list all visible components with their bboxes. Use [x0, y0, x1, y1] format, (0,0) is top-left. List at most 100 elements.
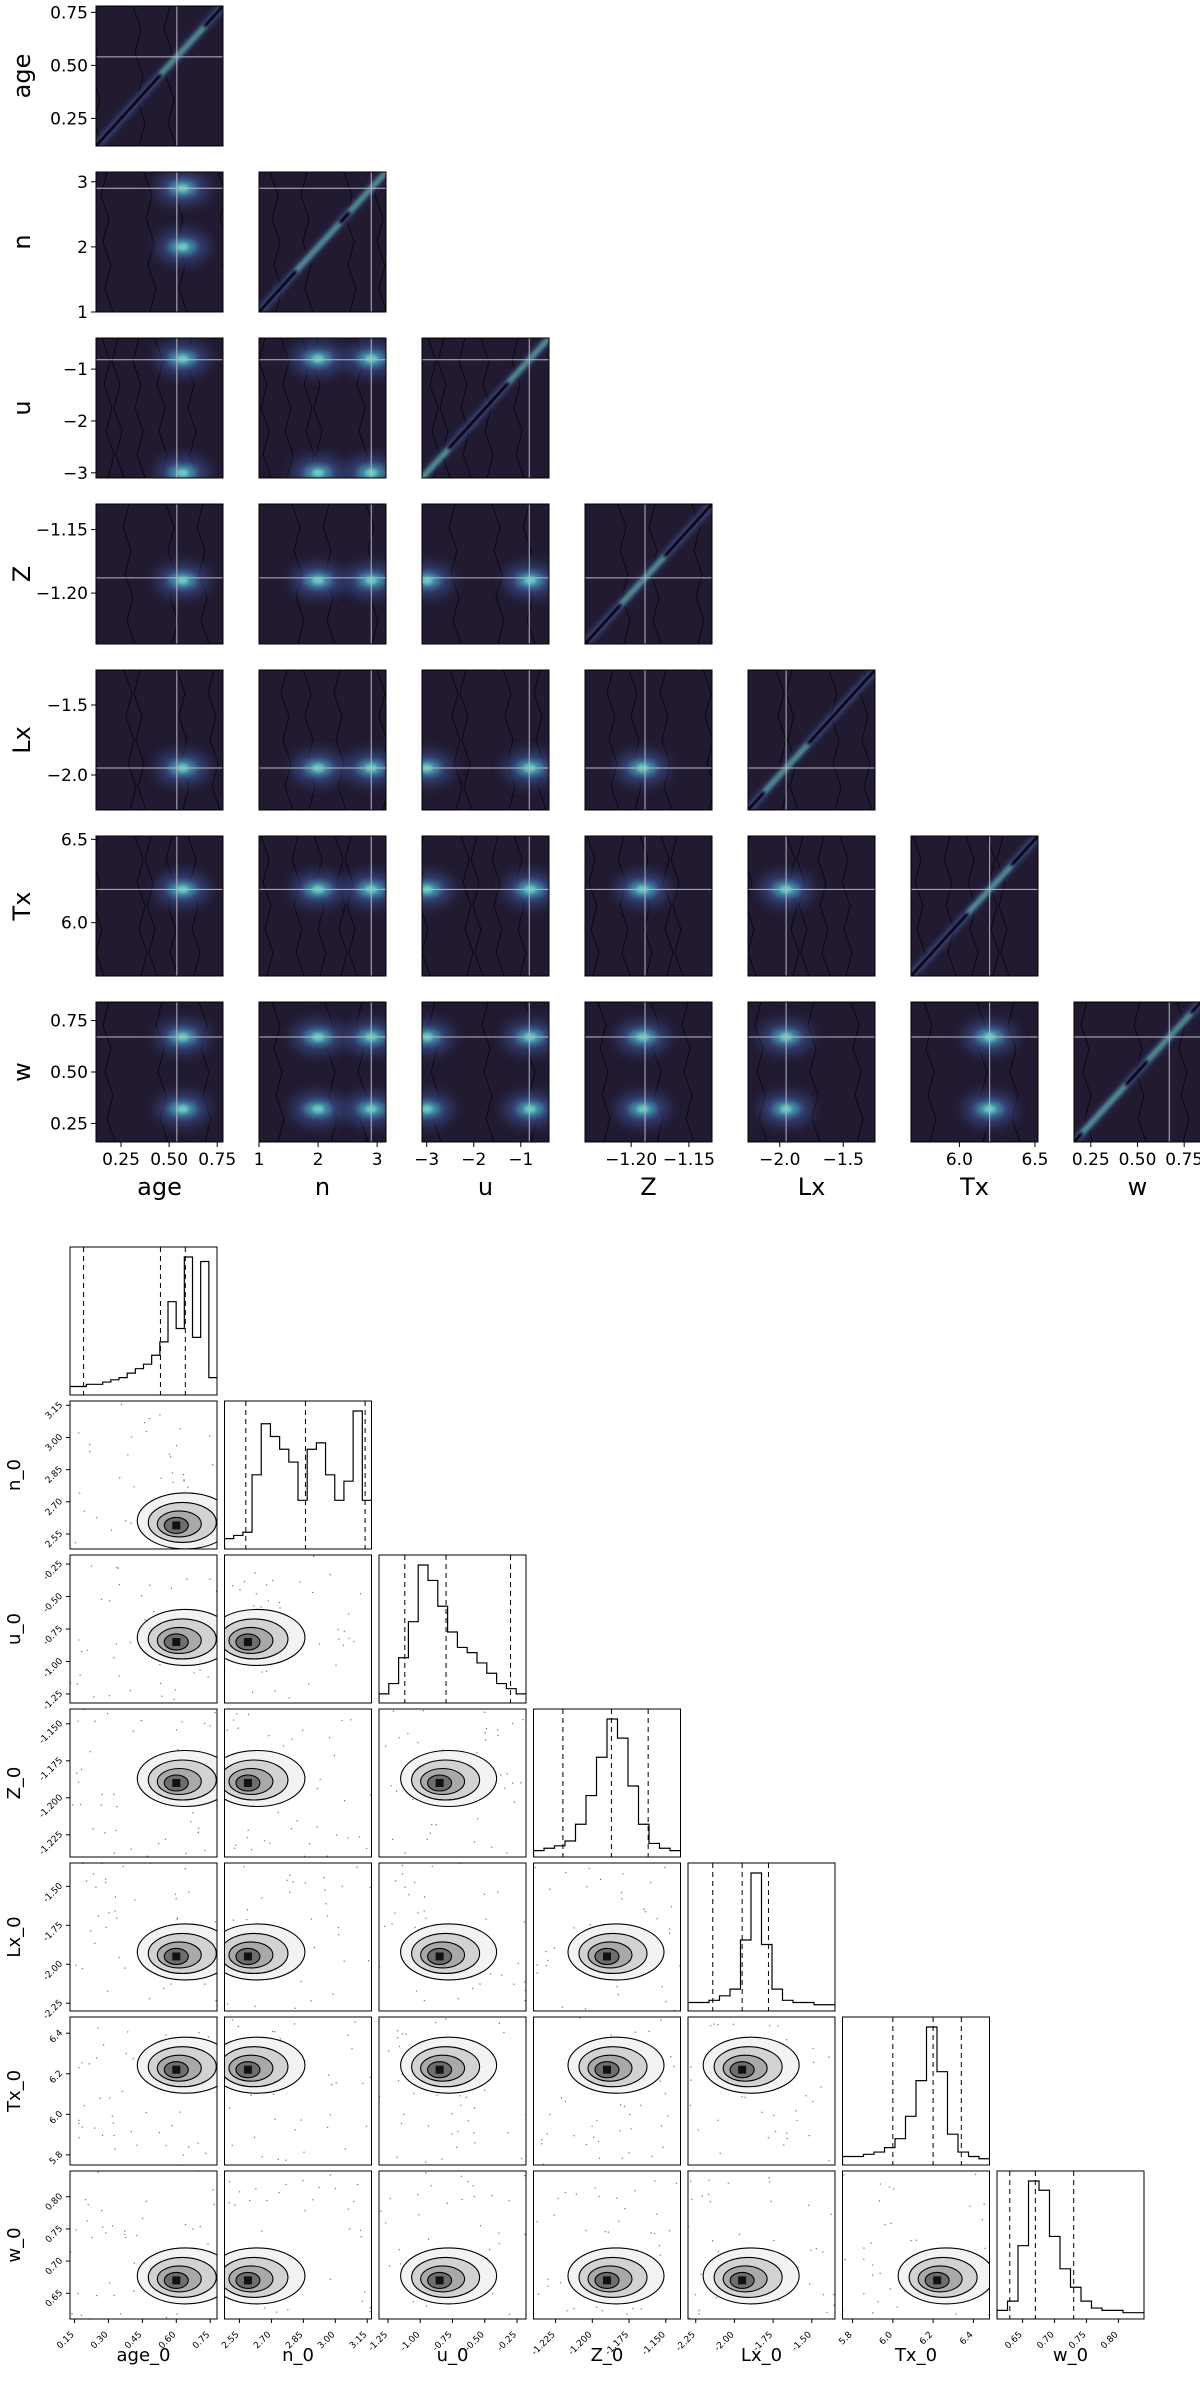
sample-point	[100, 1804, 103, 1806]
x-tick-label: 0.65	[1003, 2330, 1024, 2351]
density-peak	[243, 2276, 252, 2285]
sample-point	[266, 2199, 268, 2202]
sample-point	[659, 2080, 661, 2082]
x-axis-label: Lx	[798, 1173, 826, 1201]
sample-point	[183, 1480, 185, 1482]
sample-point	[75, 2229, 77, 2231]
contour-line	[448, 504, 462, 644]
sample-point	[203, 1983, 206, 1985]
x-tick-label: 0.50	[150, 1150, 188, 1170]
sample-point	[101, 2226, 104, 2228]
density-panel-w-Lx: −2.0 −1.5 Lx	[747, 1001, 876, 1201]
sample-point	[559, 2281, 562, 2284]
sample-point	[427, 2238, 430, 2241]
sample-point	[369, 1886, 371, 1889]
sample-point	[560, 2097, 563, 2099]
y-tick-label: -2.25	[42, 1998, 66, 2022]
sample-point	[768, 2176, 770, 2179]
diagonal-peak	[619, 555, 666, 606]
sample-point	[323, 1877, 325, 1879]
sample-point	[879, 2183, 881, 2185]
sample-point	[546, 2133, 548, 2135]
sample-point	[111, 2115, 114, 2118]
sample-point	[492, 2292, 494, 2295]
panel-background	[422, 836, 549, 976]
sample-point	[277, 1811, 279, 1814]
sample-point	[80, 1768, 83, 1770]
sample-point	[350, 1719, 352, 1721]
sample-point	[104, 1878, 107, 1880]
corner-panel-Z_0-age_0: -1.225 -1.200 -1.175 -1.150 Z_0	[4, 1708, 218, 1858]
sample-point	[199, 1669, 201, 1671]
sample-point	[144, 1619, 146, 1621]
sample-point	[161, 1695, 163, 1697]
sample-point	[214, 1921, 217, 1923]
corner-panel-Lx_0-n_0	[224, 1862, 372, 2012]
y-tick-label: 0.70	[44, 2256, 65, 2277]
x-tick-label: 6.0	[946, 1150, 973, 1170]
sample-point	[549, 2113, 551, 2116]
panel-frame	[258, 669, 387, 811]
density-peak	[422, 576, 433, 585]
sample-point	[81, 2126, 83, 2128]
panel-background	[259, 670, 386, 810]
contour-line	[511, 338, 525, 478]
panel-frame	[258, 503, 387, 645]
sample-point	[108, 1695, 111, 1697]
contour-line	[796, 836, 810, 976]
sample-point	[664, 1866, 666, 1869]
contour-line	[280, 670, 294, 810]
sample-point	[369, 2306, 372, 2309]
sample-point	[78, 2136, 80, 2139]
sample-point	[171, 2125, 173, 2127]
sample-point	[247, 1829, 249, 1831]
panel-background	[422, 670, 549, 810]
sample-point	[353, 1640, 355, 1643]
sample-point	[616, 2197, 618, 2199]
sample-point	[398, 1736, 400, 1739]
sample-point	[459, 2095, 461, 2097]
sample-point	[288, 1697, 290, 1699]
sample-point	[182, 1473, 185, 1476]
sample-point	[179, 1428, 182, 1430]
sample-point	[76, 1683, 78, 1685]
contour-line	[817, 836, 831, 976]
sample-point	[598, 2195, 600, 2198]
x-tick-label: -1.225	[530, 2330, 558, 2358]
sample-point	[435, 1824, 437, 1826]
contour-line	[291, 836, 305, 976]
y-tick-label: 6.5	[61, 830, 88, 850]
sample-point	[265, 1584, 268, 1586]
sample-point	[504, 1787, 506, 1789]
sample-point	[391, 1838, 394, 1841]
sample-point	[302, 1729, 304, 1731]
density-peak	[738, 2276, 747, 2285]
sample-point	[585, 2230, 587, 2232]
density-panel-Tx-n	[258, 835, 387, 977]
panel-frame	[421, 835, 550, 977]
density-peak	[603, 2276, 611, 2285]
panel-frame	[69, 2016, 218, 2166]
y-tick-label: 0.25	[50, 1114, 88, 1134]
sample-point	[651, 2155, 653, 2157]
sample-point	[812, 2100, 814, 2103]
sample-point	[264, 2307, 266, 2309]
sample-point	[329, 2278, 332, 2280]
contour-line	[533, 670, 547, 810]
sample-point	[473, 1841, 476, 1843]
sample-point	[160, 1477, 162, 1479]
sample-point	[732, 2023, 735, 2026]
sample-point	[348, 2228, 351, 2230]
sample-point	[401, 2033, 404, 2035]
sample-point	[273, 2031, 276, 2033]
sample-point	[113, 2294, 115, 2297]
sample-point	[808, 2283, 811, 2285]
y-tick-label: -1.00	[42, 1656, 66, 1680]
sample-point	[279, 1607, 281, 1609]
sample-point	[274, 1690, 276, 1692]
contour-line	[313, 836, 327, 976]
sample-point	[294, 2129, 296, 2131]
histogram-Tx_0	[842, 2026, 990, 2165]
